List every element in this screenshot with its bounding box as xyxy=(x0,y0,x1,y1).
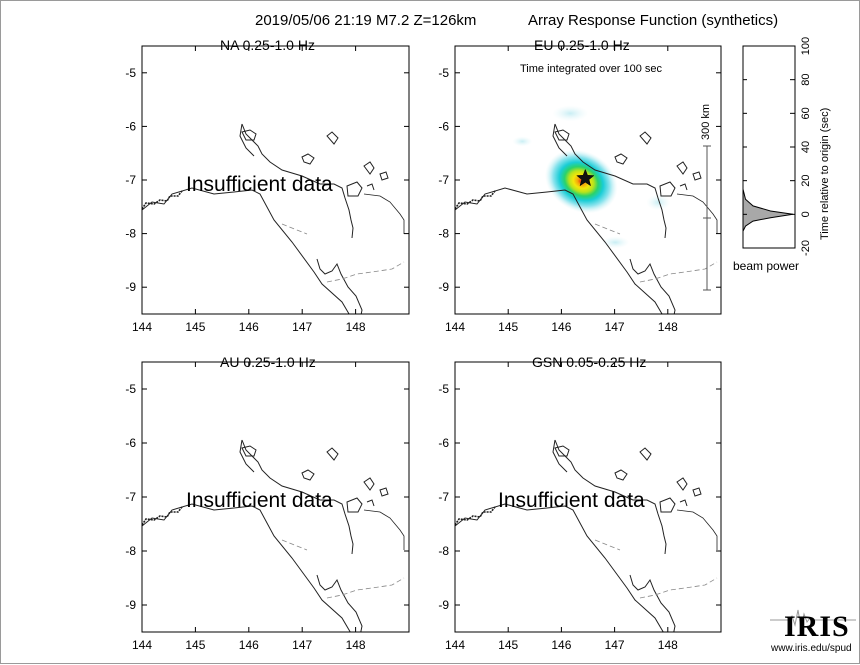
x-tick-label: 145 xyxy=(185,638,205,652)
y-tick-label: -8 xyxy=(438,227,449,241)
y-tick-label: -5 xyxy=(438,66,449,80)
y-tick-label: -6 xyxy=(438,119,449,133)
y-tick-label: -9 xyxy=(438,598,449,612)
beam-y-tick-label: 40 xyxy=(800,141,812,153)
status-gsn: Insufficient data xyxy=(498,489,645,512)
sidelobe xyxy=(512,136,533,147)
y-tick-label: -8 xyxy=(438,544,449,558)
y-tick-label: -5 xyxy=(125,382,136,396)
iris-logo-text: IRIS xyxy=(784,610,850,643)
x-tick-label: 144 xyxy=(132,638,152,652)
beam-power-label: beam power xyxy=(733,259,800,273)
x-tick-label: 145 xyxy=(185,320,205,334)
x-tick-label: 145 xyxy=(498,320,518,334)
y-tick-label: -9 xyxy=(438,280,449,294)
x-tick-label: 144 xyxy=(132,320,152,334)
iris-url: www.iris.edu/spud xyxy=(771,643,852,654)
x-tick-label: 147 xyxy=(292,320,312,334)
map-panel-na: 144 145 146 147 148 -5 -6 -7 -8 -9 xyxy=(125,45,410,334)
panel-title-na: NA 0.25-1.0 Hz xyxy=(220,37,315,53)
beam-y-tick-label: 20 xyxy=(800,175,812,187)
event-header: 2019/05/06 21:19 M7.2 Z=126km xyxy=(255,12,477,29)
beam-y-tick-label: 0 xyxy=(800,211,812,217)
sidelobe xyxy=(601,236,630,249)
beam-y-tick-label: 60 xyxy=(800,107,812,119)
coastline xyxy=(142,123,409,314)
y-tick-label: -6 xyxy=(125,436,136,450)
x-tick-label: 144 xyxy=(445,638,465,652)
y-tick-label: -7 xyxy=(125,173,136,187)
map-panel-eu: 144 145 146 147 148 -5 -6 -7 -8 -9 xyxy=(438,45,722,334)
x-tick-label: 148 xyxy=(346,320,366,334)
map-panel-au: 144 145 146 147 148 -5 -6 -7 -8 -9 xyxy=(125,361,410,652)
eu-note: Time integrated over 100 sec xyxy=(520,63,663,75)
sidelobe xyxy=(552,105,589,122)
scale-bar-label: 300 km xyxy=(700,103,712,140)
map-panel-gsn: 144 145 146 147 148 -5 -6 -7 -8 -9 xyxy=(438,361,722,652)
x-tick-label: 148 xyxy=(346,638,366,652)
y-tick-label: -7 xyxy=(438,173,449,187)
y-tick-label: -6 xyxy=(125,119,136,133)
panel-title-eu: EU 0.25-1.0 Hz xyxy=(534,37,630,53)
x-tick-label: 146 xyxy=(239,638,259,652)
y-tick-label: -7 xyxy=(125,490,136,504)
beam-y-tick-label: 100 xyxy=(800,37,812,55)
x-tick-label: 148 xyxy=(658,320,678,334)
epicenter-star-icon xyxy=(576,168,595,187)
x-tick-label: 147 xyxy=(605,320,625,334)
iris-logo: IRIS www.iris.edu/spud xyxy=(768,600,858,660)
seismogram-icon xyxy=(770,609,856,629)
beam-y-label: Time relative to origin (sec) xyxy=(819,107,831,240)
y-tick-label: -8 xyxy=(125,227,136,241)
coastline xyxy=(455,439,721,632)
y-tick-label: -9 xyxy=(125,598,136,612)
x-tick-label: 147 xyxy=(292,638,312,652)
y-tick-label: -8 xyxy=(125,544,136,558)
y-tick-label: -5 xyxy=(125,66,136,80)
status-au: Insufficient data xyxy=(186,489,333,512)
x-tick-label: 145 xyxy=(498,638,518,652)
y-tick-label: -5 xyxy=(438,382,449,396)
beam-y-tick-label: -20 xyxy=(800,240,812,256)
x-tick-label: 146 xyxy=(551,320,571,334)
x-tick-label: 148 xyxy=(658,638,678,652)
sidelobe xyxy=(646,194,671,211)
y-tick-label: -7 xyxy=(438,490,449,504)
status-na: Insufficient data xyxy=(186,173,333,196)
x-tick-label: 146 xyxy=(551,638,571,652)
x-tick-label: 147 xyxy=(605,638,625,652)
y-tick-label: -6 xyxy=(438,436,449,450)
beam-power-panel: -20 0 20 40 60 80 100 xyxy=(742,37,812,256)
beam-y-tick-label: 80 xyxy=(800,74,812,86)
product-header: Array Response Function (synthetics) xyxy=(528,12,779,29)
coastline xyxy=(142,439,409,632)
y-tick-label: -9 xyxy=(125,280,136,294)
x-tick-label: 144 xyxy=(445,320,465,334)
x-tick-label: 146 xyxy=(239,320,259,334)
beam-power-curve xyxy=(742,188,793,232)
